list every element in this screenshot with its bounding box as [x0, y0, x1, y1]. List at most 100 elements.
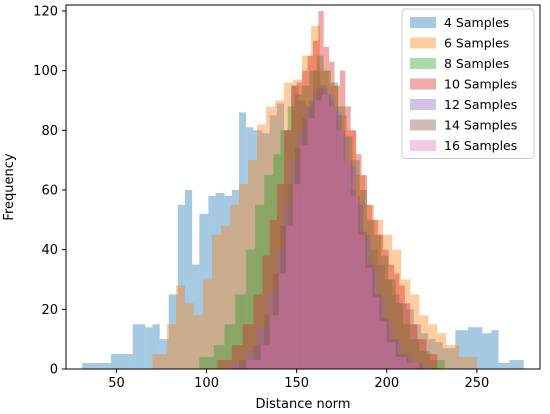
histogram-bars [82, 10, 524, 370]
y-tick-label: 40 [41, 243, 58, 258]
histogram-bar [385, 279, 393, 369]
histogram-bar [280, 130, 288, 369]
histogram-bar [345, 160, 353, 369]
legend-label: 10 Samples [444, 77, 517, 92]
histogram-bar [284, 82, 294, 370]
histogram-bar [370, 249, 378, 369]
histogram-bar [285, 225, 294, 369]
histogram-bar [276, 249, 285, 369]
histogram-bar [388, 264, 395, 369]
histogram-bar [305, 106, 313, 369]
histogram-bar [365, 267, 373, 369]
histogram-bar [273, 273, 281, 369]
histogram-bar [264, 175, 274, 369]
legend-label: 6 Samples [444, 36, 509, 51]
histogram-bar [395, 303, 404, 369]
histogram-bar [293, 184, 301, 369]
histogram-bar [264, 315, 274, 369]
histogram-bar [230, 204, 240, 369]
histogram-bar [311, 25, 321, 369]
x-tick-label: 250 [465, 376, 490, 391]
y-tick-label: 80 [41, 124, 58, 139]
histogram-bar [284, 130, 292, 369]
histogram-bar [231, 345, 243, 369]
histogram-bar [350, 130, 357, 369]
axis-ticks: 50 100 150 200 250 0 20 40 60 80 100 120 [33, 4, 489, 391]
histogram-bar [366, 264, 375, 369]
x-tick-label: 150 [284, 376, 309, 391]
histogram-bar [392, 339, 402, 369]
series-4 [217, 10, 438, 370]
x-tick-label: 50 [108, 376, 125, 391]
histogram-bar [347, 130, 357, 369]
histogram-bar [330, 82, 339, 370]
histogram-bar [300, 145, 308, 369]
histogram-bar [321, 94, 330, 370]
histogram-bar [280, 225, 288, 369]
histogram-bar [366, 204, 373, 369]
y-tick-label: 120 [33, 4, 58, 19]
legend-label: 4 Samples [444, 15, 509, 30]
histogram-bar [421, 333, 429, 369]
histogram-bar [302, 55, 312, 369]
histogram-bar [397, 354, 409, 369]
histogram-bar [410, 339, 420, 369]
histogram-bar [193, 315, 203, 369]
histogram-bar [215, 192, 225, 369]
histogram-bar [428, 339, 436, 369]
histogram-bar [231, 189, 240, 369]
histogram-bar [509, 360, 524, 369]
histogram-bar [327, 94, 335, 370]
legend-swatch [410, 17, 436, 28]
histogram-bar [269, 219, 277, 369]
histogram-bar [320, 85, 328, 370]
series-3 [199, 55, 445, 370]
histogram-bar [307, 55, 313, 369]
histogram-bar [330, 106, 339, 369]
series-6 [239, 88, 423, 370]
histogram-bar [336, 130, 344, 369]
histogram-bar [329, 85, 339, 370]
legend-box [401, 8, 535, 159]
histogram-bar [406, 363, 420, 369]
histogram-bar [341, 160, 349, 369]
legend-swatch [410, 119, 436, 131]
histogram-bar [302, 85, 310, 370]
histogram-bar [329, 61, 335, 369]
series-5 [231, 85, 427, 370]
histogram-bar [341, 136, 349, 369]
histogram-bar [246, 127, 254, 369]
y-tick-label: 0 [50, 363, 58, 378]
histogram-bar [323, 94, 331, 370]
histogram-bar [235, 294, 247, 369]
histogram-bar [199, 357, 214, 369]
histogram-bar [199, 213, 209, 369]
histogram-bar [426, 354, 438, 369]
histogram-bar [276, 184, 285, 369]
histogram-bar [356, 204, 364, 369]
histogram-bar [132, 324, 146, 369]
y-tick-label: 20 [41, 303, 58, 318]
histogram-bar [410, 324, 418, 369]
histogram-bar [338, 115, 348, 370]
histogram-bar [316, 88, 324, 369]
x-tick-label: 200 [374, 376, 399, 391]
histogram-bar [395, 357, 407, 369]
histogram-bar [242, 324, 254, 369]
histogram-bar [253, 130, 263, 369]
histogram-bar [255, 204, 265, 369]
histogram-bar [339, 70, 346, 369]
histogram-bar [467, 327, 483, 369]
histogram-bar [383, 234, 393, 369]
histogram-bar [455, 330, 468, 369]
histogram-bar [273, 154, 281, 369]
histogram-bar [184, 189, 193, 369]
histogram-bar [403, 324, 411, 369]
histogram-bar [377, 264, 386, 369]
histogram-bar [312, 94, 321, 370]
histogram-bar [239, 360, 254, 369]
series-2 [152, 25, 477, 370]
histogram-bar [352, 195, 360, 369]
histogram-bar [278, 273, 286, 369]
histogram-bar [417, 339, 427, 369]
